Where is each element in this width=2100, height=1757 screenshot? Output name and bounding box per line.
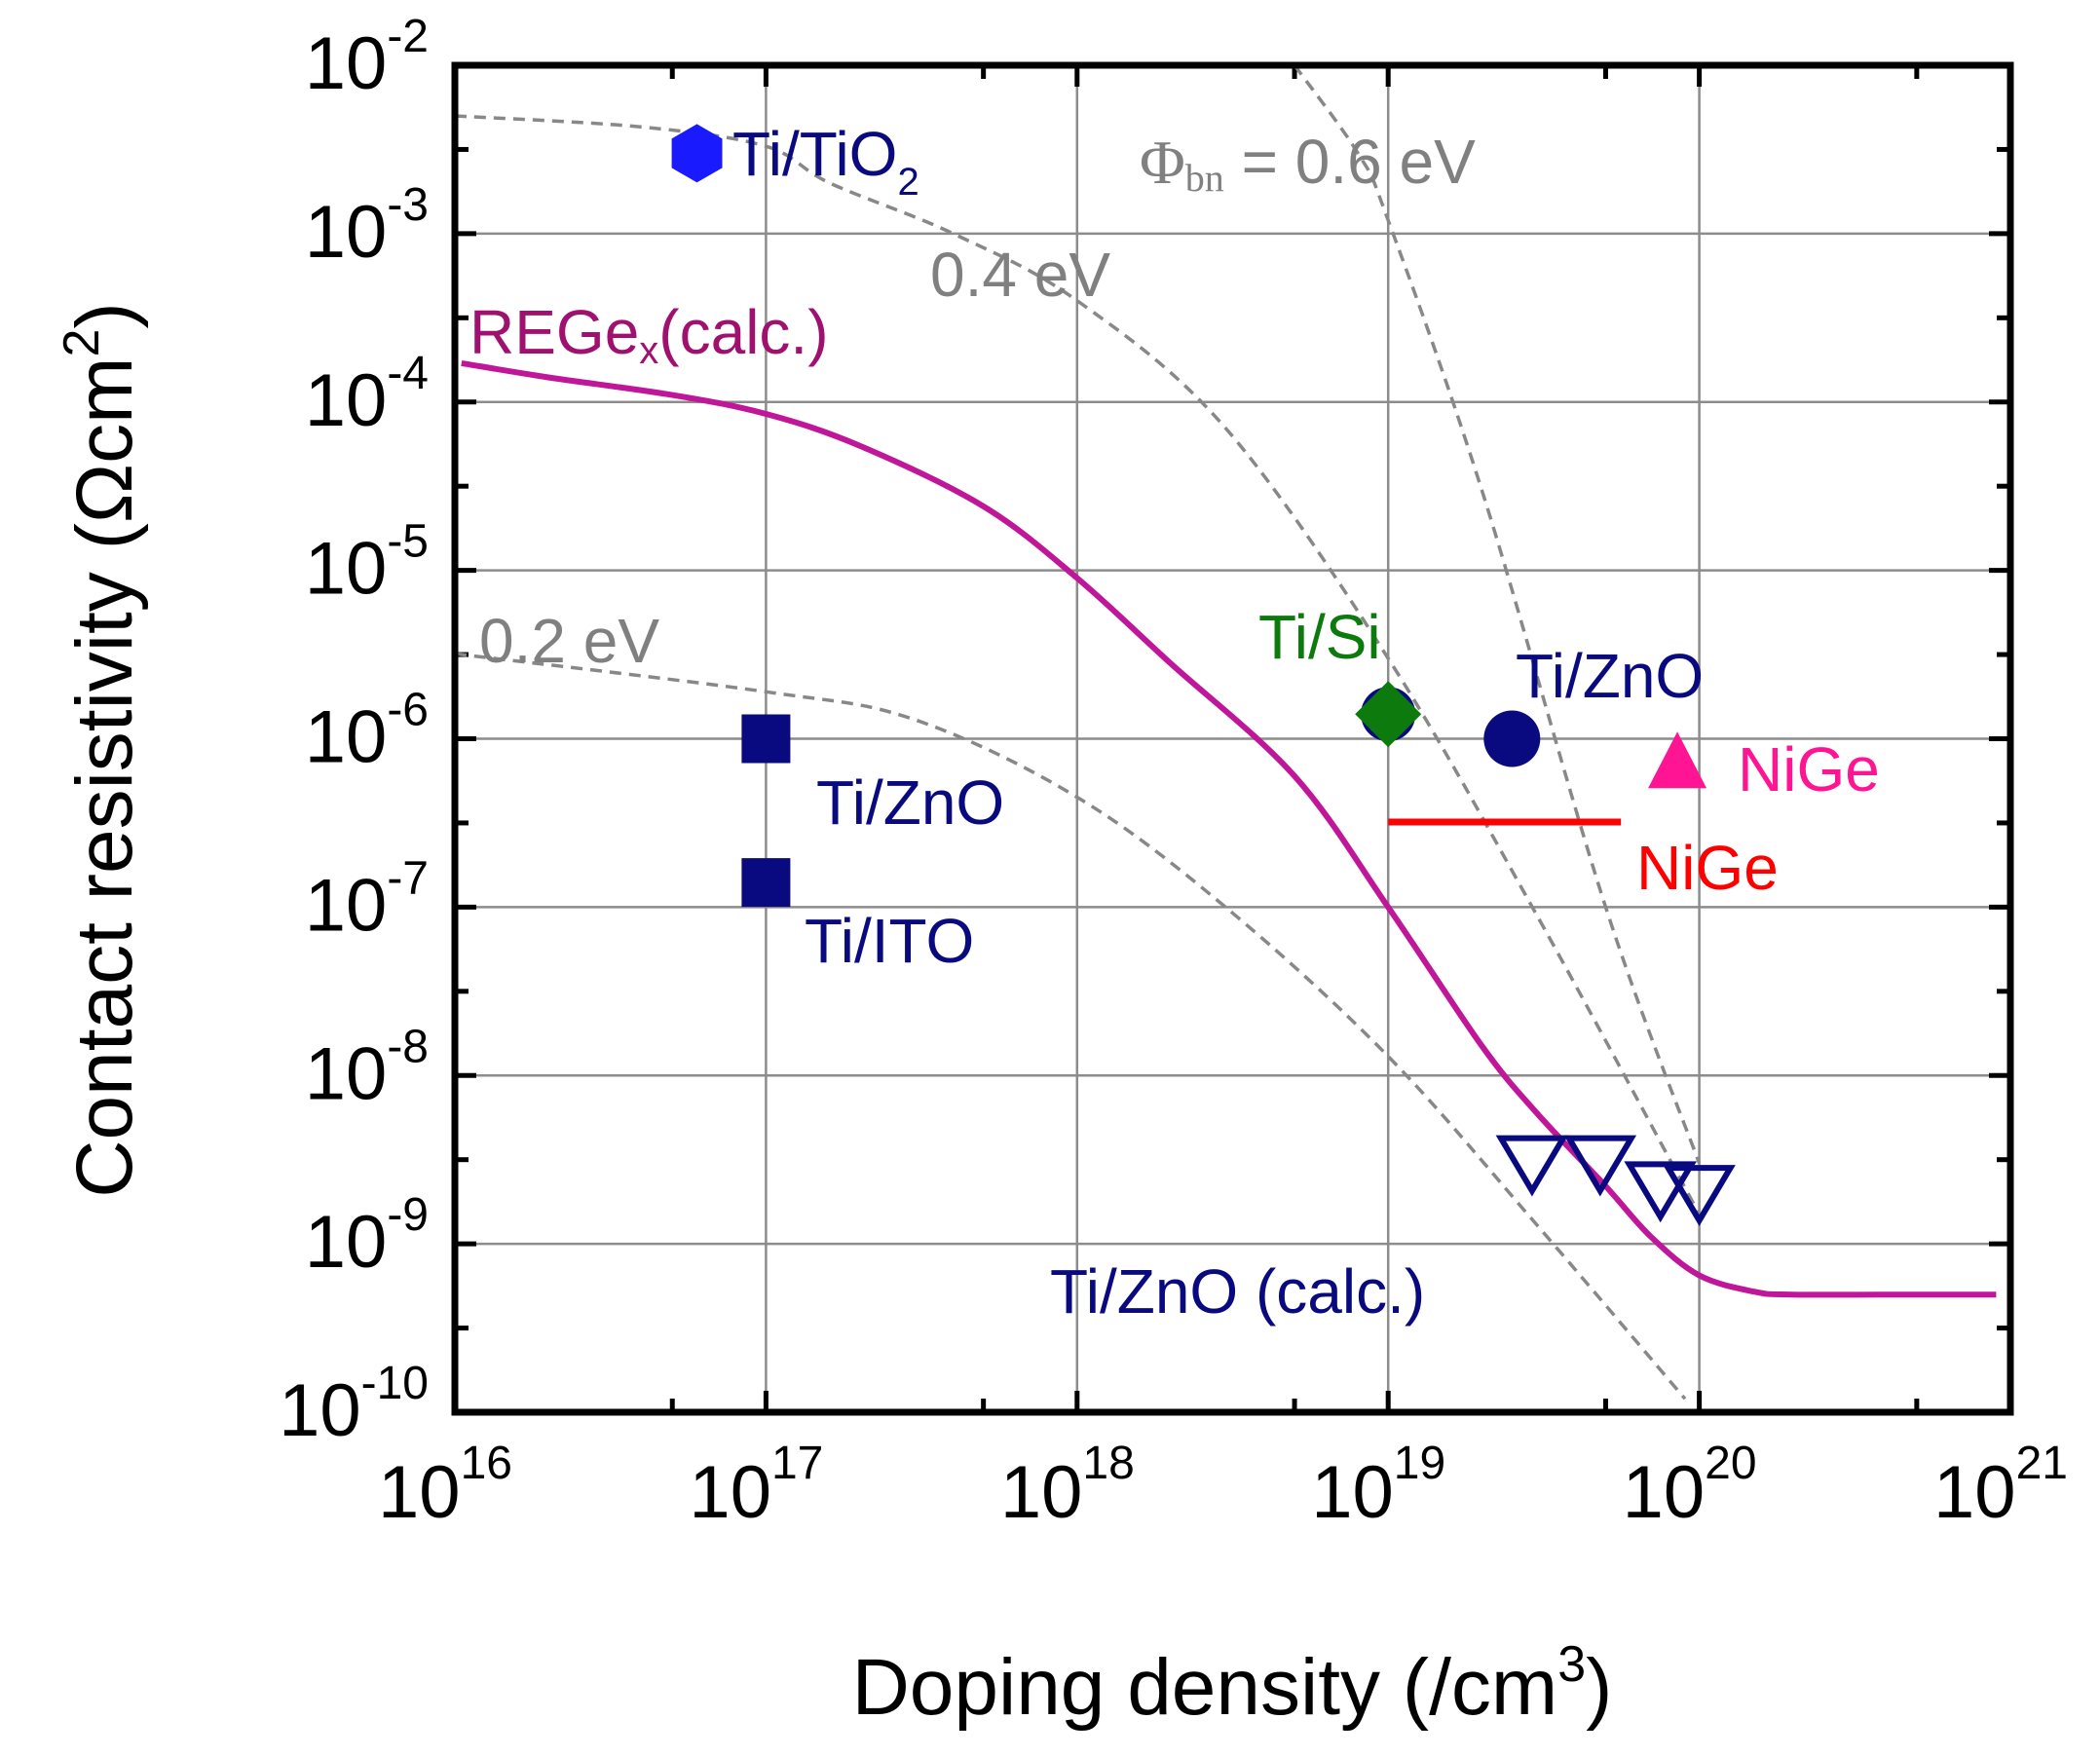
marker-ti-zno-calc-triangle	[1563, 1135, 1637, 1197]
y-tick-labels: 10-2 10-3 10-4 10-5 10-6 10-7 10-8 10-9 10-10	[279, 11, 429, 1452]
x-tick-label: 1018	[1000, 1438, 1135, 1534]
barrier-curve-06	[1293, 63, 1702, 1165]
y-tick-label: 10-5	[305, 516, 429, 611]
barrier-curve-04	[454, 114, 1702, 1215]
marker-ti-zno-calc-triangle	[1624, 1161, 1697, 1223]
barrier-0.2-label: 0.2 eV	[479, 606, 659, 676]
marker-ti-zno-calc-triangle	[1495, 1135, 1569, 1197]
marker-ti-zno-square	[741, 714, 791, 764]
marker-ti-zno-circle	[1483, 710, 1541, 767]
marker-ti-ito-square	[741, 858, 791, 908]
y-tick-label: 10-9	[305, 1189, 429, 1284]
label-nige-triangle: NiGe	[1738, 734, 1880, 804]
marker-ti-tio2-hexagon	[671, 124, 723, 183]
x-tick-label: 1019	[1311, 1438, 1445, 1534]
x-tick-label: 1021	[1933, 1438, 2068, 1534]
regex-calc-curve	[461, 359, 1997, 1298]
marker-nige-triangle	[1648, 731, 1707, 789]
markers-layer	[671, 124, 1736, 1226]
plot-frame	[451, 61, 2014, 1416]
y-tick-label: 10-7	[305, 852, 429, 947]
x-tick-label: 1016	[378, 1438, 512, 1534]
marker-ti-si-diamond	[1355, 681, 1422, 748]
x-axis-title: Doping density (/cm3)	[852, 1636, 1613, 1732]
label-ti-tio2: Ti/TiO2	[732, 119, 919, 204]
y-tick-label: 10-3	[305, 179, 429, 274]
label-ti-zno-square: Ti/ZnO	[816, 767, 1004, 838]
y-tick-label: 10-4	[305, 348, 429, 442]
barrier-0.6-label: Φbn = 0.6 eV	[1140, 127, 1476, 200]
x-tick-label: 1020	[1623, 1438, 1757, 1534]
label-ti-ito: Ti/ITO	[805, 906, 974, 976]
label-ti-zno-circle: Ti/ZnO	[1516, 641, 1704, 711]
y-tick-label: 10-2	[305, 11, 429, 105]
label-nige-range: NiGe	[1636, 833, 1779, 903]
x-tick-labels: 1016 1017 1018 1019 1020 1021	[378, 1438, 2068, 1534]
barrier-curve-02	[454, 652, 1687, 1401]
x-tick-label: 1017	[689, 1438, 823, 1534]
marker-ti-zno-calc-triangle	[1663, 1165, 1736, 1226]
y-tick-label: 10-6	[305, 685, 429, 779]
y-tick-label: 10-10	[279, 1358, 429, 1452]
barrier-0.4-label: 0.4 eV	[930, 240, 1110, 310]
label-ti-zno-calc: Ti/ZnO (calc.)	[1050, 1256, 1425, 1327]
y-axis-title: Contact resistivity (Ωcm2)	[54, 302, 149, 1197]
regex-label: REGex(calc.)	[469, 297, 829, 372]
label-ti-si: Ti/Si	[1258, 602, 1381, 672]
y-tick-label: 10-8	[305, 1021, 429, 1115]
curves-layer	[454, 63, 1997, 1401]
